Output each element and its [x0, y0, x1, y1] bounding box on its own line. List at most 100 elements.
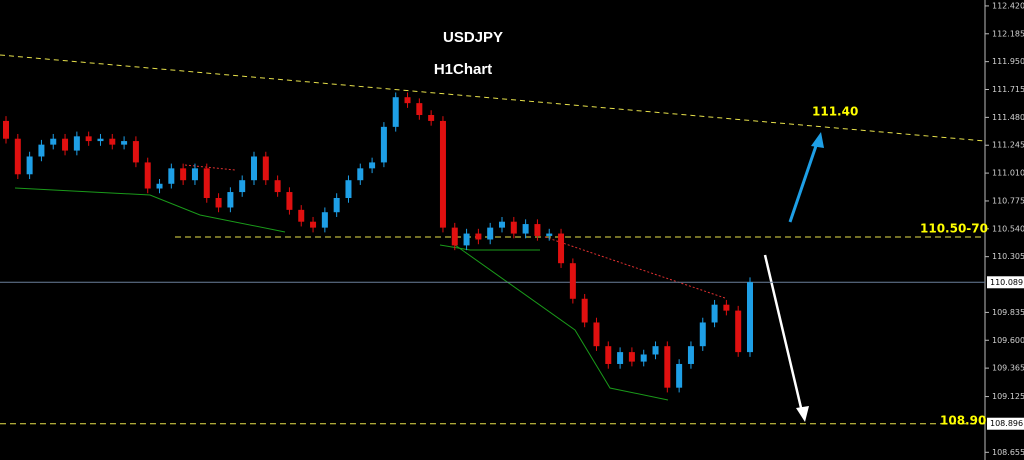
candle-body	[428, 115, 435, 121]
candle-body	[191, 168, 198, 181]
candle-body	[369, 162, 376, 169]
candle-body	[687, 346, 694, 364]
candle-body	[699, 322, 706, 347]
candle-body	[628, 352, 635, 362]
candle-body	[735, 310, 742, 353]
down-arrow-head	[796, 406, 809, 422]
candle-body	[510, 221, 517, 234]
candle-body	[605, 346, 612, 364]
candle-body	[333, 197, 340, 213]
candle-body	[180, 168, 187, 181]
trend-line	[0, 54, 986, 142]
candle-body	[558, 233, 565, 264]
price-marker-label: 108.896	[990, 419, 1023, 428]
candle-body	[617, 352, 624, 364]
candle-body	[203, 168, 210, 198]
candle-body	[121, 141, 128, 145]
candle-body	[109, 138, 116, 145]
candle-body	[62, 138, 69, 151]
drawings	[0, 0, 986, 460]
candle-body	[274, 180, 281, 193]
candle-body	[73, 136, 80, 151]
y-tick-label: 112.185	[992, 29, 1024, 38]
y-tick-label: 110.775	[992, 196, 1024, 205]
y-tick-label: 110.540	[992, 224, 1024, 233]
y-tick-label: 109.600	[992, 336, 1024, 345]
support-line	[454, 244, 669, 401]
candle-body	[286, 192, 293, 210]
candle-body	[463, 233, 470, 246]
candle-body	[215, 197, 222, 208]
candle-body	[392, 97, 399, 127]
resistance-dots	[184, 164, 236, 171]
candle-body	[593, 322, 600, 347]
candle-body	[310, 221, 317, 228]
candle-body	[640, 354, 647, 362]
candle-body	[14, 138, 21, 175]
y-tick-label: 109.365	[992, 364, 1024, 373]
y-tick-label: 109.835	[992, 308, 1024, 317]
up-arrow-head	[811, 132, 824, 148]
candle-body	[711, 304, 718, 323]
candle-body	[168, 168, 175, 184]
candle-body	[723, 304, 730, 311]
y-tick-label: 111.950	[992, 57, 1024, 66]
price-marker-box	[987, 417, 1024, 430]
annotation: 108.90	[940, 414, 986, 428]
candle-body	[416, 103, 423, 115]
y-tick-label: 111.010	[992, 169, 1024, 178]
candle-body	[380, 126, 387, 163]
candle-body	[404, 97, 411, 104]
candle-body	[546, 233, 553, 236]
support-line	[439, 244, 540, 251]
candle-body	[38, 144, 45, 157]
candle-body	[475, 233, 482, 240]
candle-body	[132, 141, 139, 163]
annotation: 111.40	[812, 105, 858, 119]
candle-body	[97, 138, 104, 142]
y-tick-label: 108.655	[992, 448, 1024, 457]
candle-body	[747, 282, 753, 353]
down-arrow	[763, 254, 804, 413]
up-arrow	[788, 139, 820, 223]
chart-subtitle: H1Chart	[434, 61, 492, 78]
candle-body	[534, 224, 541, 236]
candle-body	[439, 120, 446, 228]
candle-body	[298, 209, 305, 222]
y-tick-label: 112.420	[992, 1, 1024, 10]
candle-body	[676, 363, 683, 388]
candle-body	[239, 180, 246, 193]
candle-body	[499, 221, 505, 228]
candle-body	[487, 227, 494, 240]
candle-body	[664, 346, 671, 388]
candle-body	[144, 162, 151, 189]
candle-body	[85, 136, 92, 142]
candle-body	[569, 263, 576, 299]
annotation: 110.50-70	[920, 222, 988, 236]
y-tick-label: 111.715	[992, 85, 1024, 94]
candle-body	[251, 156, 257, 181]
candle-body	[451, 227, 458, 246]
price-marker-box	[987, 276, 1024, 289]
y-tick-label: 111.480	[992, 113, 1024, 122]
y-tick-label: 110.305	[992, 252, 1024, 261]
price-marker-label: 110.089	[990, 278, 1023, 287]
candle-body	[652, 346, 659, 355]
candle-body	[262, 156, 269, 181]
candle-body	[26, 156, 33, 175]
candle-body	[227, 192, 234, 208]
candle-body	[522, 224, 529, 234]
candle-body	[156, 183, 163, 189]
candle-body	[581, 298, 588, 323]
y-tick-label: 109.125	[992, 392, 1024, 401]
candle-body	[3, 120, 9, 139]
chart-title: USDJPY	[443, 29, 503, 46]
candle-body	[321, 212, 328, 228]
candle-body	[357, 168, 364, 181]
y-tick-label: 111.245	[992, 141, 1024, 150]
candle-body	[345, 180, 352, 198]
candle-body	[50, 138, 57, 145]
support-line	[14, 187, 286, 233]
